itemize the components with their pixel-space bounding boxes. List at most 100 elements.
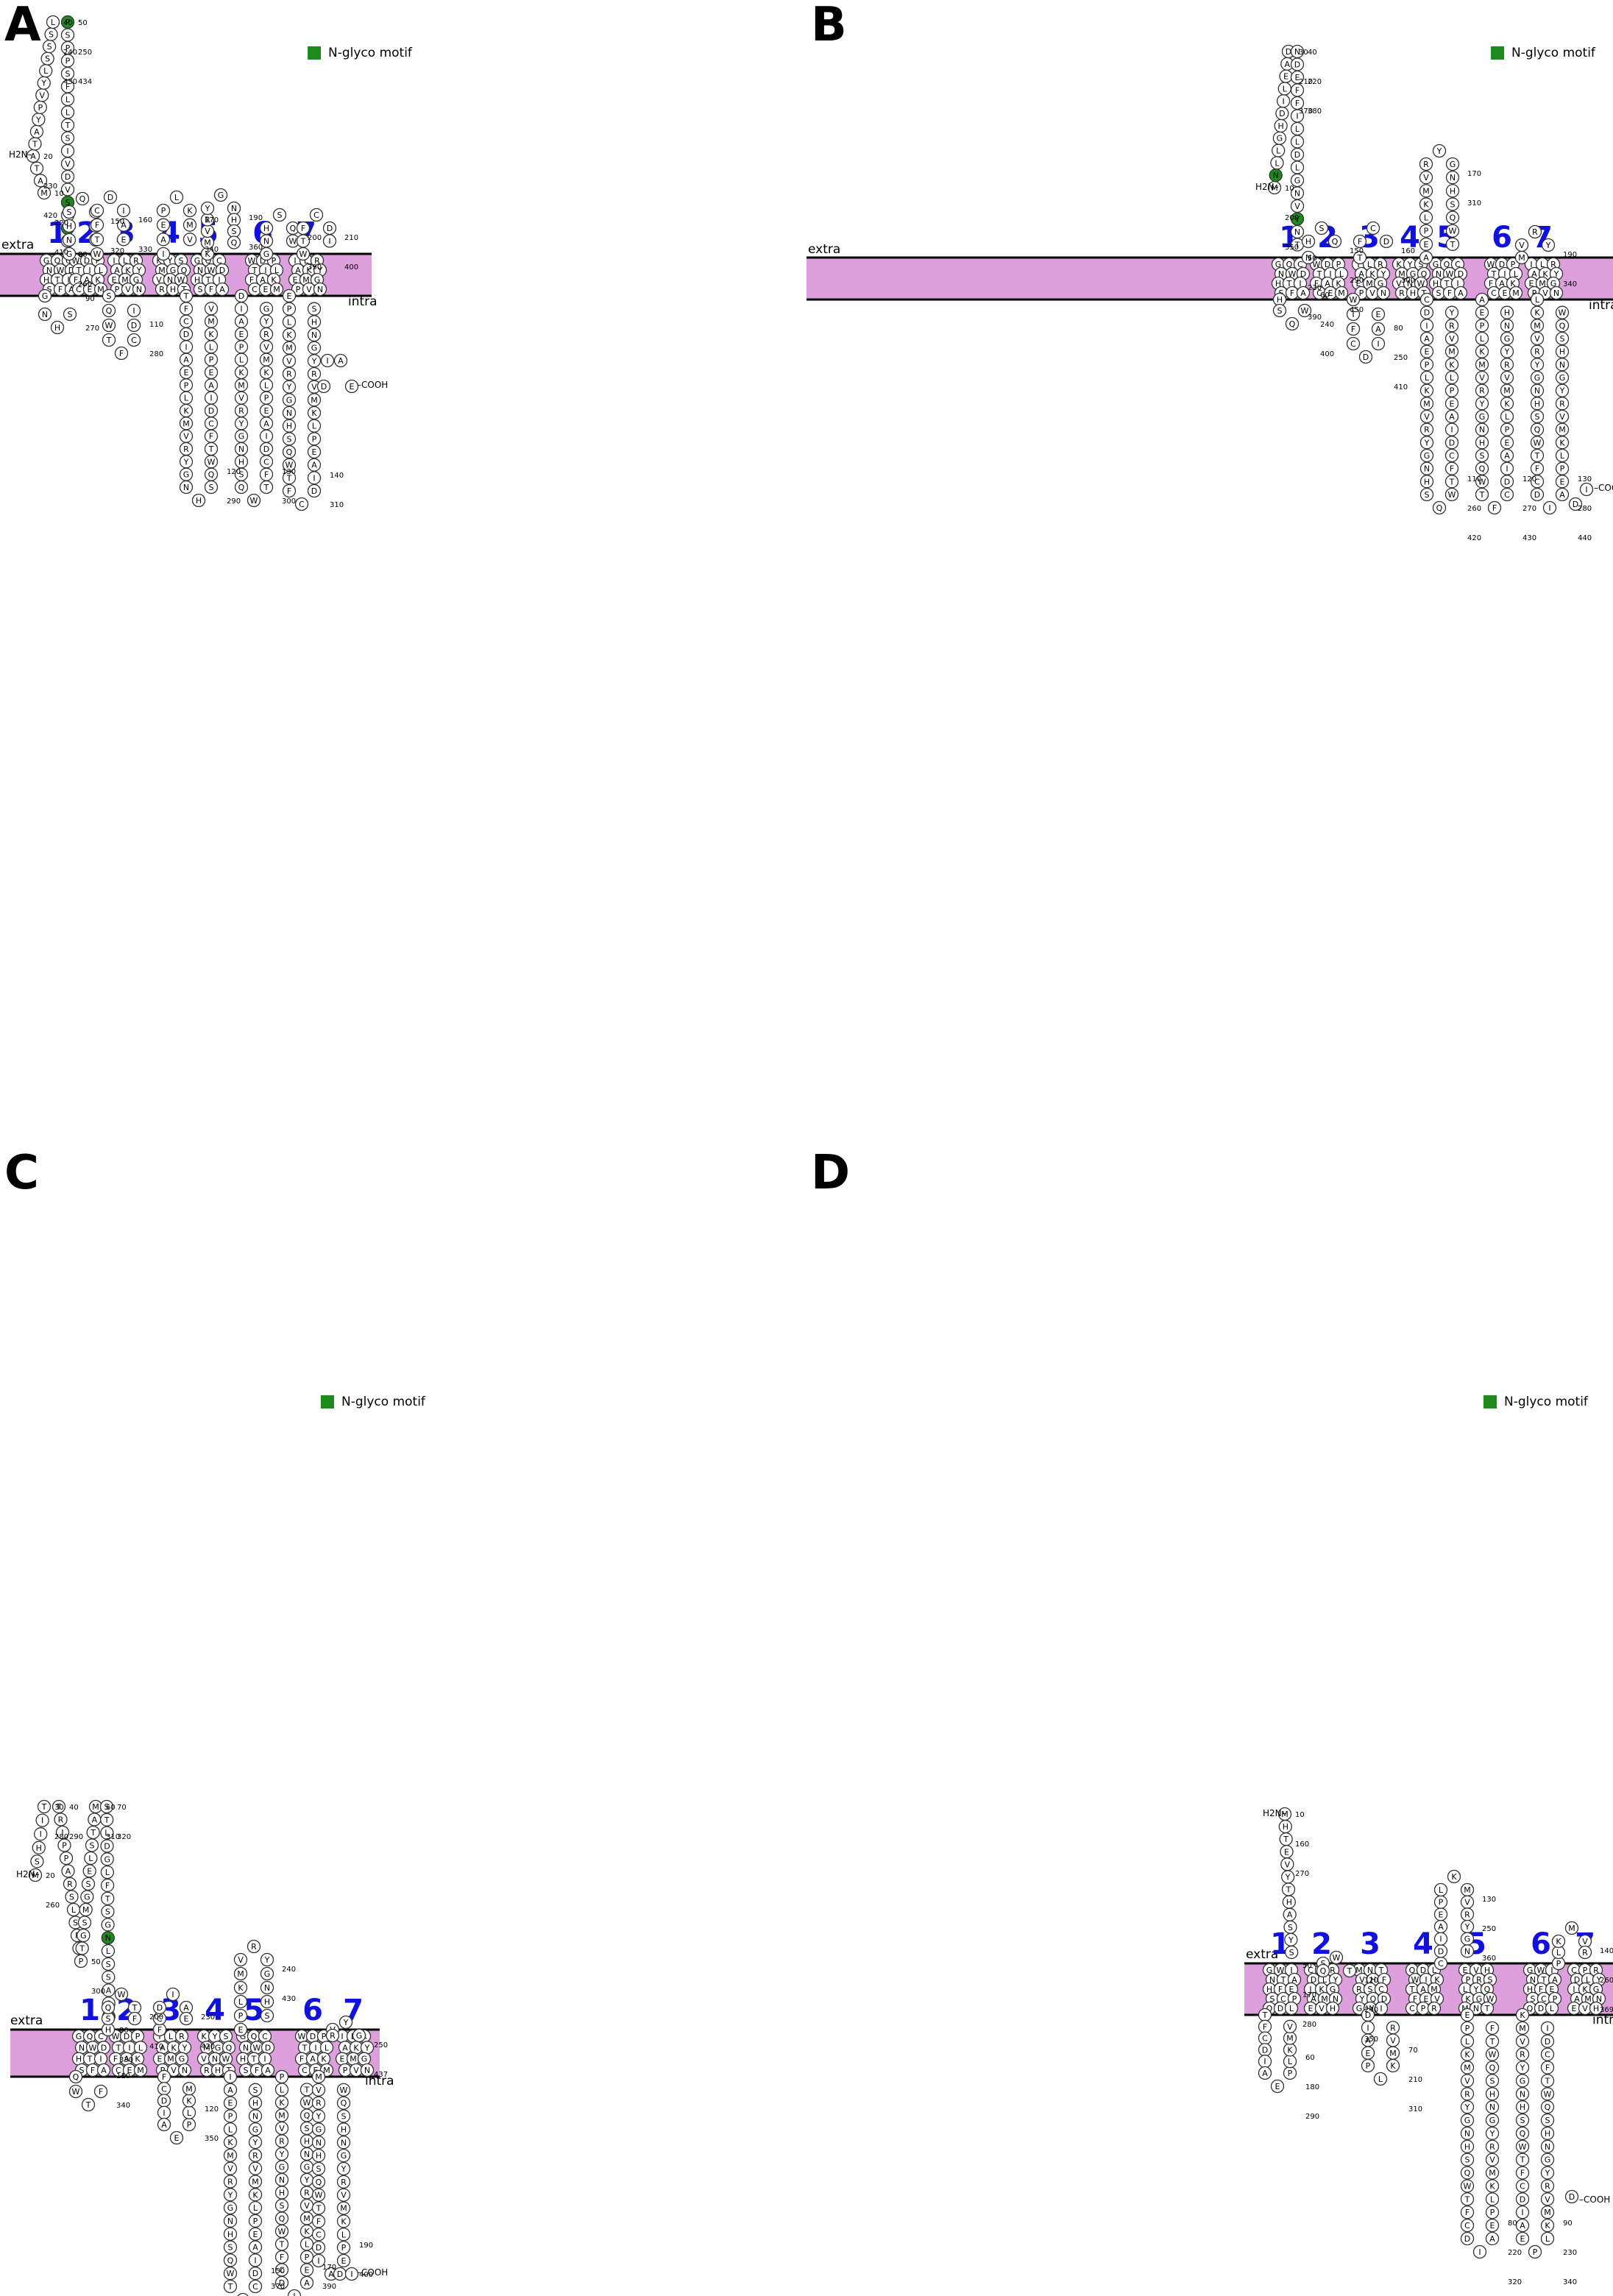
residue-letter: S [1535, 412, 1540, 422]
residue-letter: G [1545, 2155, 1551, 2165]
residue-letter: D [311, 486, 317, 496]
residue-letter: E [253, 2230, 258, 2239]
residue-letter: R [1520, 2050, 1525, 2060]
residue-letter: M [186, 221, 194, 230]
position-label: 290 [1305, 2113, 1319, 2121]
residue-letter: F [287, 486, 291, 496]
residue-letter: E [1376, 310, 1381, 319]
position-label: 340 [1563, 280, 1577, 288]
residue-letter: P [341, 2243, 347, 2253]
residue-letter: L [305, 2240, 310, 2250]
residue-letter: V [1449, 334, 1455, 344]
residue-letter: K [183, 406, 189, 416]
residue-letter: T [34, 164, 40, 174]
residue-letter: M [137, 2066, 144, 2075]
residue-letter: Y [343, 2018, 349, 2027]
position-label: 160 [138, 216, 152, 224]
residue-letter: L [169, 2032, 174, 2041]
residue-letter: W [227, 2269, 235, 2278]
residue-letter: E [238, 2025, 244, 2035]
residue-letter: M [1389, 2049, 1397, 2058]
residue-letter: S [35, 1857, 40, 1866]
residue-letter: S [105, 1907, 110, 1917]
residue-letter: M [182, 419, 190, 428]
position-label: 40 [1308, 49, 1317, 57]
position-label: 270 [85, 325, 99, 333]
residue-letter: M [1534, 321, 1541, 330]
residue-letter: F [299, 2055, 304, 2064]
position-label: 200 [1285, 214, 1299, 222]
residue-letter: F [1465, 2208, 1470, 2217]
residue-letter: N [341, 2138, 347, 2147]
residue-letter: F [316, 2217, 321, 2226]
residue-letter: D [1424, 308, 1430, 318]
residue-letter: V [1390, 2036, 1396, 2046]
residue-letter: P [161, 206, 166, 216]
residue-letter: A [238, 317, 244, 327]
residue-letter: Q [279, 2214, 286, 2224]
residue-letter: F [255, 2066, 259, 2075]
residue-letter: M [315, 2072, 322, 2082]
residue-letter: M [1338, 288, 1345, 298]
residue-letter: G [215, 2043, 221, 2052]
residue-letter: A [1504, 451, 1510, 461]
residue-letter: A [1424, 334, 1430, 344]
residue-letter: N [1534, 386, 1540, 396]
residue-letter: K [238, 1983, 244, 1993]
residue-letter: M [1448, 347, 1456, 357]
residue-letter: L [1378, 2074, 1383, 2084]
residue-letter: K [208, 330, 214, 339]
residue-letter: E [312, 447, 317, 457]
residue-letter: A [304, 2278, 310, 2288]
residue-letter: S [45, 54, 50, 64]
residue-letter: I [317, 2256, 319, 2266]
residue-letter: Y [252, 2138, 258, 2147]
residue-letter: V [1423, 173, 1429, 183]
residue-letter: T [1262, 2010, 1268, 2020]
residue-letter: V [1489, 2155, 1495, 2165]
residue-letter: L [65, 95, 71, 104]
residue-letter: Y [279, 2150, 285, 2159]
residue-letter: D [1363, 352, 1369, 362]
n-terminus-label: H2N– [9, 149, 32, 160]
residue-letter: K [1479, 347, 1485, 357]
residue-letter: I [210, 394, 212, 403]
residue-letter: F [58, 285, 63, 294]
residue-letter: S [82, 1918, 88, 1928]
residue-letter: W [118, 1990, 126, 1999]
residue-letter: E [174, 2133, 180, 2143]
residue-letter: G [1464, 2116, 1471, 2125]
residue-letter: N [1273, 171, 1279, 180]
residue-letter: P [280, 2072, 285, 2082]
residue-letter: M [1464, 2063, 1471, 2073]
residue-letter: I [229, 2072, 231, 2082]
residue-letter: H [231, 216, 237, 225]
residue-letter: Y [1288, 1935, 1294, 1945]
position-label: 120 [227, 468, 241, 476]
residue-letter: F [1450, 464, 1454, 474]
residue-letter: E [287, 291, 292, 301]
residue-letter: Y [1534, 360, 1540, 369]
residue-letter: L [105, 1868, 110, 1877]
residue-letter: P [1288, 2069, 1293, 2078]
residue-letter: M [185, 2084, 193, 2094]
residue-letter: V [227, 2164, 233, 2174]
intracellular-label: intra [1589, 298, 1613, 313]
residue-letter: S [67, 208, 72, 217]
residue-letter: G [183, 470, 190, 480]
residue-letter: N [1464, 1946, 1470, 1956]
position-label: 150 [1350, 247, 1364, 255]
residue-letter: G [1294, 176, 1301, 185]
residue-letter: T [208, 444, 214, 454]
residue-letter: N [1450, 173, 1456, 183]
residue-letter: N [286, 408, 292, 418]
residue-letter: N [182, 2066, 188, 2075]
residue-letter: C [1350, 339, 1356, 349]
residue-letter: I [132, 306, 135, 316]
residue-letter: N [1464, 2129, 1470, 2139]
position-label: 450 [1350, 306, 1364, 314]
residue-letter: W [1544, 2089, 1552, 2099]
residue-letter: P [64, 1854, 69, 1863]
residue-letter: T [94, 235, 100, 244]
residue-letter: G [76, 2032, 82, 2041]
